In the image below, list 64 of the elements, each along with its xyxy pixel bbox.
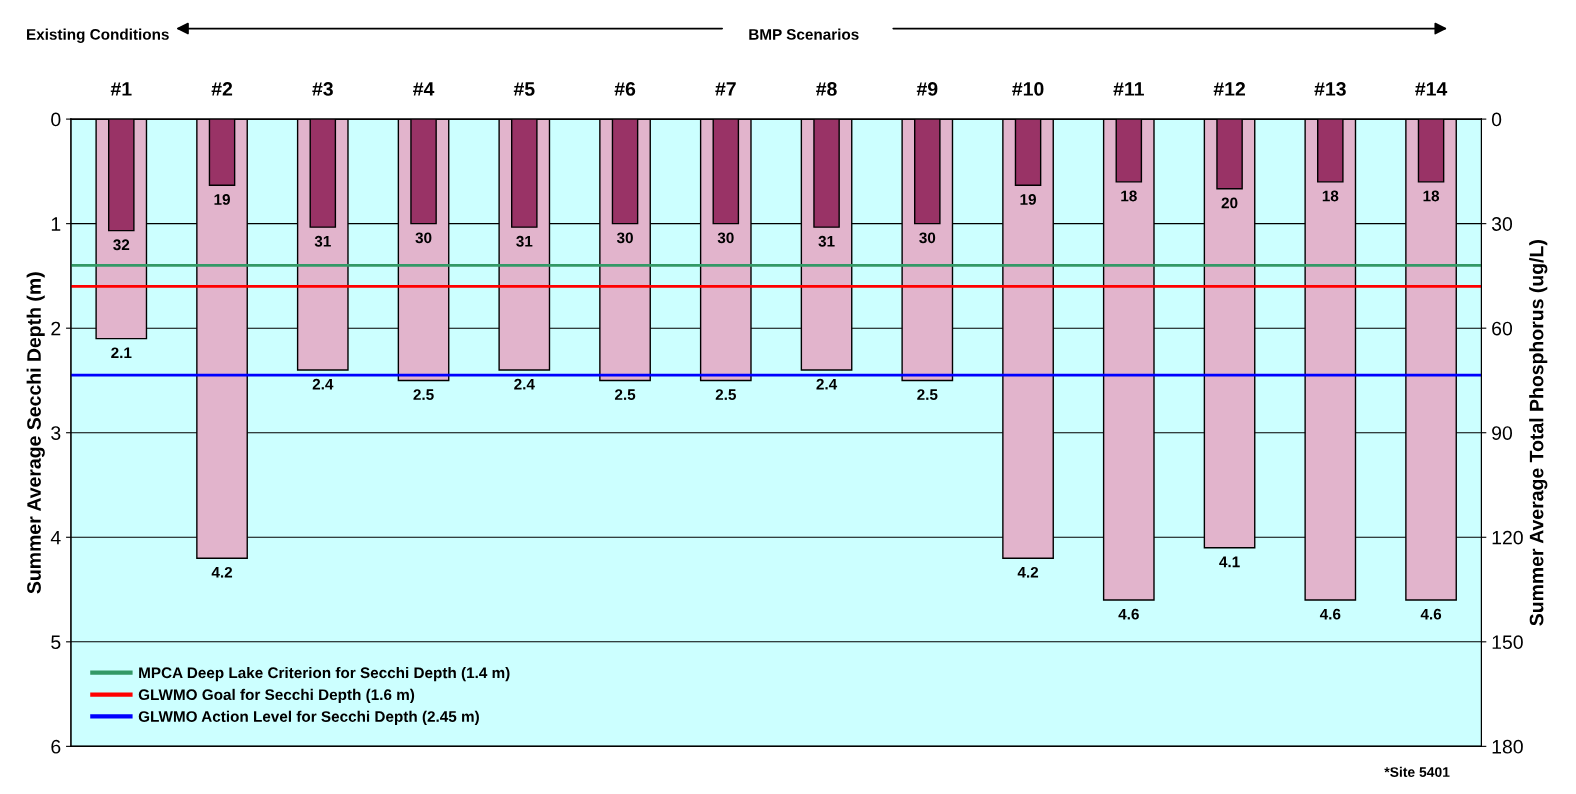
x-tick-label: #10 bbox=[1012, 82, 1044, 96]
y-tick-label: 2 bbox=[51, 321, 61, 336]
y2-tick-label: 120 bbox=[1492, 530, 1523, 545]
y2-tick-label: 60 bbox=[1492, 321, 1513, 336]
data-label: 30 bbox=[717, 232, 734, 244]
data-label: 30 bbox=[919, 232, 936, 244]
data-label: 4.6 bbox=[1118, 608, 1139, 620]
x-tick-label: #2 bbox=[211, 82, 233, 96]
data-label: 2.5 bbox=[917, 389, 938, 401]
x-tick-label: #4 bbox=[413, 82, 435, 96]
data-label: 30 bbox=[415, 232, 432, 244]
y-axis-title: Summer Average Secchi Depth (m) bbox=[26, 272, 45, 594]
x-tick-label: #8 bbox=[816, 82, 837, 96]
y-tick-label: 0 bbox=[51, 112, 61, 127]
data-label: 4.2 bbox=[211, 566, 233, 578]
text: *Site 5401 bbox=[1384, 766, 1450, 777]
x-tick-label: #9 bbox=[916, 82, 938, 96]
y-tick-label: 1 bbox=[51, 217, 61, 231]
x-tick-label: #3 bbox=[312, 82, 333, 96]
y2-tick-label: 30 bbox=[1491, 217, 1513, 231]
y-tick-label: 3 bbox=[51, 426, 61, 440]
y2-tick-label: 180 bbox=[1492, 739, 1523, 754]
data-label: 18 bbox=[1423, 190, 1440, 202]
data-label: 19 bbox=[214, 194, 230, 205]
x-tick-label: #5 bbox=[513, 82, 535, 96]
legend-label: GLWMO Goal for Secchi Depth (1.6 m) bbox=[138, 688, 415, 704]
y2-tick-label: 90 bbox=[1492, 426, 1513, 440]
y-tick-label: 6 bbox=[51, 739, 61, 754]
data-label: 31 bbox=[516, 235, 533, 247]
data-label: 18 bbox=[1121, 190, 1137, 202]
y-tick-label: 5 bbox=[51, 635, 61, 650]
data-label: 20 bbox=[1221, 197, 1238, 209]
x-tick-label: #6 bbox=[614, 82, 636, 96]
y2-tick-label: 0 bbox=[1491, 112, 1502, 127]
data-label: 4.2 bbox=[1017, 566, 1039, 578]
x-tick-label: #7 bbox=[715, 82, 736, 96]
legend-label: MPCA Deep Lake Criterion for Secchi Depth (1.4 m) bbox=[139, 666, 510, 682]
x-tick-label: #14 bbox=[1415, 82, 1448, 96]
data-label: 2.4 bbox=[514, 378, 535, 390]
data-label: 19 bbox=[1020, 194, 1036, 205]
y-tick-label: 4 bbox=[50, 530, 61, 545]
y2-axis-title: Summer Average Total Phosphorus (ug/L) bbox=[1529, 240, 1548, 626]
text: BMP Scenarios bbox=[749, 28, 859, 40]
data-label: 30 bbox=[616, 232, 633, 244]
data-label: 4.6 bbox=[1319, 608, 1341, 620]
data-label: 2.5 bbox=[715, 389, 736, 401]
data-label: 31 bbox=[314, 235, 331, 247]
legend-label: GLWMO Action Level for Secchi Depth (2.45 m) bbox=[138, 710, 479, 725]
data-label: 32 bbox=[113, 239, 130, 251]
x-tick-label: #12 bbox=[1213, 82, 1246, 96]
data-label: 2.5 bbox=[614, 389, 636, 401]
data-label: 2.4 bbox=[816, 378, 838, 390]
data-label: 18 bbox=[1322, 190, 1339, 202]
data-label: 4.1 bbox=[1219, 556, 1240, 568]
y2-tick-label: 150 bbox=[1492, 635, 1523, 650]
data-label: 2.5 bbox=[413, 389, 434, 401]
data-label: 2.4 bbox=[312, 378, 334, 390]
data-label: 4.6 bbox=[1420, 608, 1442, 620]
data-label: 31 bbox=[818, 235, 835, 247]
x-tick-label: #11 bbox=[1113, 82, 1144, 96]
data-label: 2.1 bbox=[111, 347, 132, 359]
x-tick-label: #1 bbox=[110, 82, 132, 96]
x-tick-label: #13 bbox=[1314, 82, 1346, 96]
text: Existing Conditions bbox=[27, 28, 169, 43]
